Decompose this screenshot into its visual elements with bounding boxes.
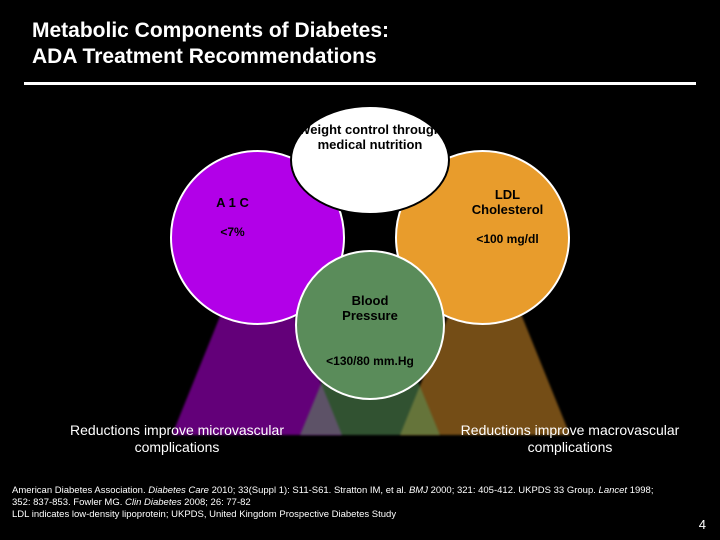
bp-value: <130/80 mm.Hg: [326, 354, 414, 368]
note-macrovascular: Reductions improve macrovascular complic…: [450, 422, 690, 456]
note-microvascular: Reductions improve microvascular complic…: [62, 422, 292, 456]
a1c-label: A 1 C: [216, 196, 249, 211]
ldl-value: <100 mg/dl: [476, 232, 538, 246]
weight-label: Weight control through medical nutrition: [292, 123, 448, 153]
cite-journal: Lancet: [599, 485, 628, 496]
venn-diagram: A 1 C <7% LDL Cholesterol <100 mg/dl Blo…: [0, 95, 720, 415]
ldl-label: LDL Cholesterol: [472, 188, 544, 218]
circle-weight: Weight control through medical nutrition: [290, 105, 450, 215]
cite-abbrev: LDL indicates low-density lipoprotein; U…: [12, 509, 396, 520]
title-line-1: Metabolic Components of Diabetes:: [32, 19, 389, 42]
cite-part: American Diabetes Association.: [12, 485, 148, 496]
citation: American Diabetes Association. Diabetes …: [12, 485, 662, 521]
cite-journal: Clin Diabetes: [125, 497, 182, 508]
cite-part: 2000; 321: 405-412. UKPDS 33 Group.: [428, 485, 599, 496]
bp-label: Blood Pressure: [342, 294, 398, 324]
page-number: 4: [699, 517, 706, 532]
circle-bp: Blood Pressure <130/80 mm.Hg: [295, 250, 445, 400]
cite-journal: Diabetes Care: [148, 485, 209, 496]
cite-part: 2010; 33(Suppl 1): S11-S61. Stratton IM,…: [209, 485, 409, 496]
cite-part: 2008; 26: 77-82: [182, 497, 251, 508]
title-underline: [24, 82, 696, 85]
cite-journal: BMJ: [409, 485, 428, 496]
a1c-value: <7%: [220, 225, 244, 239]
slide-title: Metabolic Components of Diabetes: ADA Tr…: [32, 18, 389, 71]
title-line-2: ADA Treatment Recommendations: [32, 45, 377, 68]
